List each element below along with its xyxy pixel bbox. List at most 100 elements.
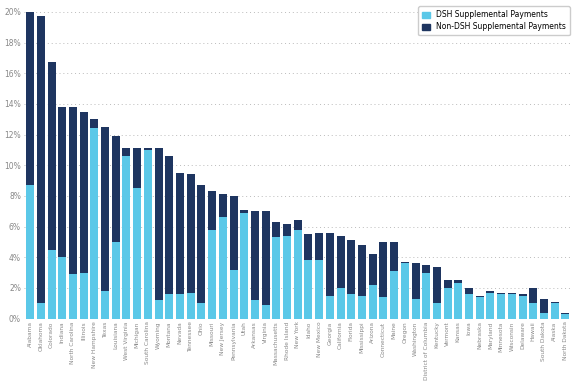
Bar [433, 303, 441, 319]
Bar [444, 280, 452, 288]
Bar [283, 223, 291, 236]
Bar [187, 293, 195, 319]
Bar [347, 240, 355, 294]
Bar [47, 250, 55, 319]
Bar [401, 263, 409, 319]
Bar [69, 274, 77, 319]
Bar [390, 271, 398, 319]
Bar [219, 194, 227, 217]
Bar [315, 233, 323, 260]
Bar [422, 273, 430, 319]
Bar [369, 285, 377, 319]
Bar [305, 234, 313, 260]
Bar [347, 294, 355, 319]
Bar [380, 242, 388, 297]
Bar [518, 294, 526, 296]
Bar [454, 280, 463, 283]
Bar [487, 291, 494, 293]
Bar [465, 294, 473, 319]
Bar [133, 148, 141, 188]
Bar [187, 174, 195, 293]
Bar [518, 296, 526, 319]
Bar [198, 185, 206, 303]
Bar [165, 156, 173, 294]
Bar [401, 262, 409, 263]
Bar [112, 136, 120, 242]
Bar [262, 211, 270, 305]
Bar [390, 242, 398, 271]
Bar [283, 236, 291, 319]
Bar [433, 266, 441, 303]
Bar [37, 17, 45, 303]
Bar [272, 237, 281, 319]
Bar [529, 303, 537, 319]
Bar [508, 294, 516, 319]
Legend: DSH Supplemental Payments, Non-DSH Supplemental Payments: DSH Supplemental Payments, Non-DSH Suppl… [418, 7, 570, 35]
Bar [326, 296, 334, 319]
Bar [69, 107, 77, 274]
Bar [411, 263, 419, 299]
Bar [262, 305, 270, 319]
Bar [154, 300, 162, 319]
Bar [294, 230, 302, 319]
Bar [154, 148, 162, 300]
Bar [240, 213, 248, 319]
Bar [529, 288, 537, 303]
Bar [58, 257, 66, 319]
Bar [326, 233, 334, 296]
Bar [229, 196, 237, 270]
Bar [165, 294, 173, 319]
Bar [562, 314, 570, 319]
Bar [26, 12, 34, 185]
Bar [123, 156, 131, 319]
Bar [251, 211, 259, 300]
Bar [101, 127, 109, 291]
Bar [58, 107, 66, 257]
Bar [79, 273, 88, 319]
Bar [144, 150, 152, 319]
Bar [26, 185, 34, 319]
Bar [551, 303, 559, 319]
Bar [229, 270, 237, 319]
Bar [112, 242, 120, 319]
Bar [422, 265, 430, 273]
Bar [208, 230, 216, 319]
Bar [465, 288, 473, 294]
Bar [251, 300, 259, 319]
Bar [476, 296, 484, 297]
Bar [497, 293, 505, 294]
Bar [90, 128, 98, 319]
Bar [47, 63, 55, 250]
Bar [240, 210, 248, 213]
Bar [305, 260, 313, 319]
Bar [508, 293, 516, 294]
Bar [315, 260, 323, 319]
Bar [37, 303, 45, 319]
Bar [336, 236, 344, 288]
Bar [562, 313, 570, 314]
Bar [198, 303, 206, 319]
Bar [380, 297, 388, 319]
Bar [497, 294, 505, 319]
Bar [219, 217, 227, 319]
Bar [272, 222, 281, 237]
Bar [540, 313, 548, 319]
Bar [444, 288, 452, 319]
Bar [176, 294, 184, 319]
Bar [358, 245, 366, 296]
Bar [90, 119, 98, 128]
Bar [454, 283, 463, 319]
Bar [101, 291, 109, 319]
Bar [411, 299, 419, 319]
Bar [336, 288, 344, 319]
Bar [369, 254, 377, 285]
Bar [123, 148, 131, 156]
Bar [133, 188, 141, 319]
Bar [79, 112, 88, 273]
Bar [358, 296, 366, 319]
Bar [540, 299, 548, 313]
Bar [476, 297, 484, 319]
Bar [144, 148, 152, 150]
Bar [551, 302, 559, 303]
Bar [208, 191, 216, 230]
